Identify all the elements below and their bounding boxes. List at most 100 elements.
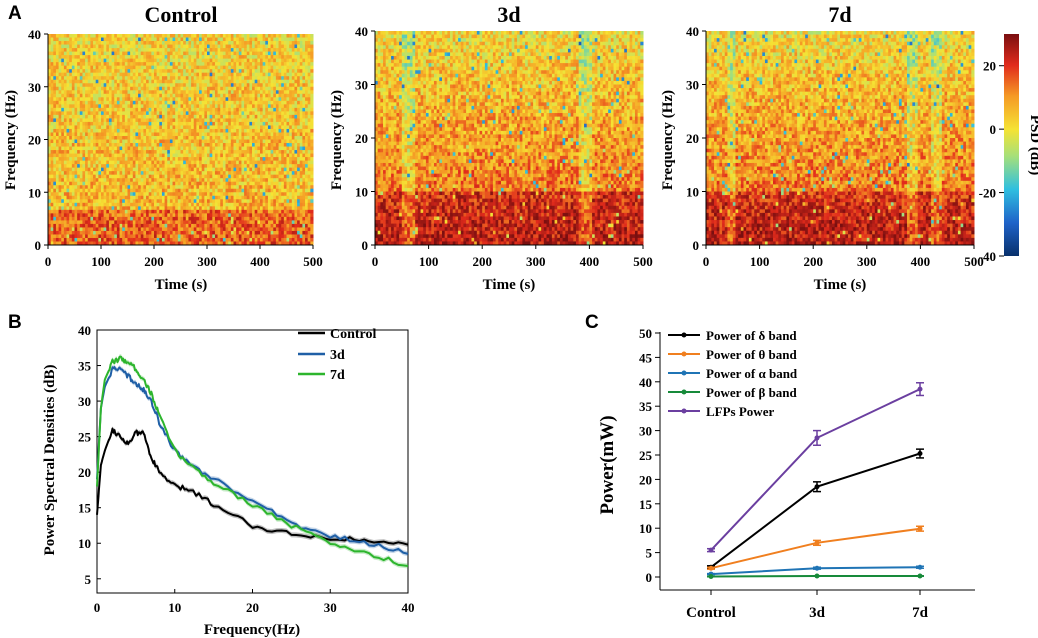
heatmap-cell <box>85 41 89 46</box>
heatmap-cell <box>172 69 176 74</box>
heatmap-cell <box>122 90 126 95</box>
heatmap-cell <box>77 118 81 123</box>
heatmap-cell <box>119 37 123 42</box>
heatmap-cell <box>193 37 197 42</box>
heatmap-cell <box>124 51 128 56</box>
heatmap-cell <box>201 72 205 77</box>
heatmap-cell <box>148 192 152 197</box>
heatmap-cell <box>127 135 131 140</box>
heatmap-cell <box>154 37 158 42</box>
heatmap-cell <box>220 104 224 109</box>
heatmap-cell <box>55 83 60 88</box>
heatmap-cell <box>188 209 192 214</box>
heatmap-cell <box>201 139 205 144</box>
heatmap-cell <box>175 135 179 140</box>
heatmap-cell <box>175 216 179 221</box>
heatmap-cell <box>177 181 181 186</box>
heatmap-cell <box>156 41 160 46</box>
heatmap-cell <box>85 125 89 130</box>
heatmap-cell <box>214 188 219 193</box>
heatmap-cell <box>114 132 118 137</box>
heatmap-cell <box>159 76 163 81</box>
heatmap-cell <box>114 100 118 105</box>
heatmap-cell <box>212 69 216 74</box>
heatmap-cell <box>159 44 163 49</box>
heatmap-cell <box>71 171 75 176</box>
heatmap-cell <box>159 55 163 60</box>
heatmap-cell <box>50 209 54 214</box>
heatmap-cell <box>90 121 94 126</box>
heatmap-cell <box>98 146 102 151</box>
heatmap-cell <box>222 209 227 214</box>
heatmap-cell <box>175 86 179 91</box>
heatmap-cell <box>146 107 150 112</box>
heatmap-cell <box>154 209 158 214</box>
heatmap-cell <box>191 192 195 197</box>
heatmap-cell <box>119 157 123 162</box>
heatmap-cell <box>82 114 86 119</box>
heatmap-cell <box>132 150 136 155</box>
heatmap-cell <box>201 132 205 137</box>
heatmap-cell <box>53 181 57 186</box>
heatmap-cell <box>87 192 91 197</box>
heatmap-cell <box>146 167 150 172</box>
heatmap-cell <box>53 41 57 46</box>
heatmap-cell <box>204 164 208 169</box>
heatmap-cell <box>188 199 192 204</box>
heatmap-cell <box>138 114 142 119</box>
heatmap-cell <box>199 230 203 235</box>
heatmap-cell <box>90 65 94 70</box>
heatmap-cell <box>140 195 144 200</box>
heatmap-cell <box>207 48 211 53</box>
heatmap-cell <box>87 104 91 109</box>
heatmap-cell <box>140 69 144 74</box>
heatmap-cell <box>69 237 73 242</box>
heatmap-cell <box>154 107 158 112</box>
heatmap-cell <box>196 227 200 232</box>
heatmap-cell <box>212 157 216 162</box>
heatmap-cell <box>159 37 163 42</box>
heatmap-cell <box>124 121 128 126</box>
heatmap-cell <box>159 199 163 204</box>
heatmap-cell <box>204 44 208 49</box>
heatmap-cell <box>106 58 110 63</box>
heatmap-cell <box>164 188 168 193</box>
heatmap-cell <box>85 111 89 116</box>
heatmap-cell <box>199 185 203 190</box>
heatmap-cell <box>106 34 110 39</box>
heatmap-cell <box>98 41 102 46</box>
heatmap-cell <box>90 97 94 102</box>
heatmap-cell <box>143 104 147 109</box>
heatmap-cell <box>156 213 160 218</box>
heatmap-cell <box>167 135 171 140</box>
heatmap-cell <box>183 62 187 67</box>
heatmap-cell <box>114 174 118 179</box>
heatmap-cell <box>183 216 187 221</box>
heatmap-cell <box>183 121 187 126</box>
heatmap-cell <box>48 121 52 126</box>
heatmap-cell <box>199 227 203 232</box>
heatmap-cell <box>108 79 113 84</box>
heatmap-cell <box>58 178 62 183</box>
heatmap-cell <box>66 227 70 232</box>
heatmap-cell <box>71 230 75 235</box>
heatmap-cell <box>132 220 136 225</box>
heatmap-cell <box>140 167 144 172</box>
heatmap-cell <box>114 181 118 186</box>
heatmap-cell <box>164 171 168 176</box>
heatmap-cell <box>82 132 86 137</box>
heatmap-cell <box>151 143 155 148</box>
heatmap-cell <box>53 209 57 214</box>
heatmap-cell <box>222 220 227 225</box>
heatmap-cell <box>175 206 179 211</box>
heatmap-cell <box>61 192 65 197</box>
heatmap-cell <box>172 237 176 242</box>
heatmap-cell <box>90 199 94 204</box>
heatmap-cell <box>161 234 166 239</box>
heatmap-cell <box>87 72 91 77</box>
heatmap-cell <box>209 139 213 144</box>
heatmap-cell <box>209 55 213 60</box>
heatmap-cell <box>101 93 105 98</box>
heatmap-cell <box>191 72 195 77</box>
heatmap-cell <box>169 104 174 109</box>
